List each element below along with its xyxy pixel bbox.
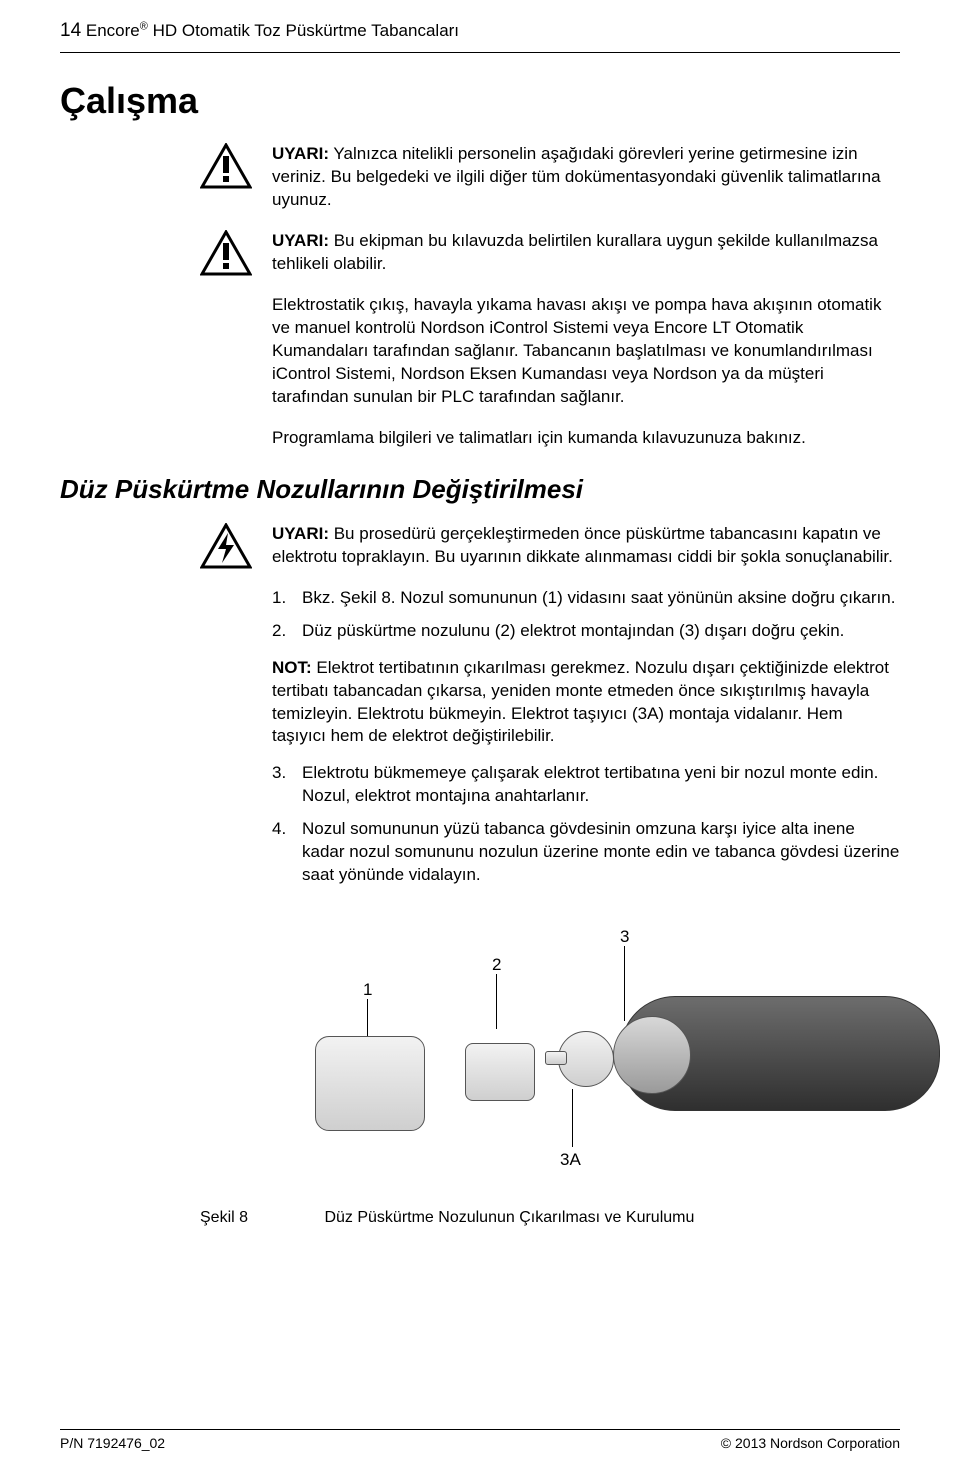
figure-8: 1 2 3 3A — [60, 901, 900, 1201]
callout-3a: 3A — [560, 1149, 581, 1172]
note-block: NOT: Elektrot tertibatının çıkarılması g… — [272, 657, 900, 749]
warning-label: UYARI: — [272, 231, 329, 250]
header-rule — [60, 52, 900, 53]
step-text: Bkz. Şekil 8. Nozul somununun (1) vidası… — [302, 587, 895, 610]
warning-label: UYARI: — [272, 144, 329, 163]
step-marker: 3. — [272, 762, 294, 808]
step-1: 1. Bkz. Şekil 8. Nozul somununun (1) vid… — [272, 587, 900, 610]
leader-line — [624, 946, 625, 1021]
step-list-cont: 3. Elektrotu bükmemeye çalışarak elektro… — [272, 762, 900, 887]
step-text: Nozul somununun yüzü tabanca gövdesinin … — [302, 818, 900, 887]
step-text: Elektrotu bükmemeye çalışarak elektrot t… — [302, 762, 900, 808]
electrical-warning-icon — [200, 523, 252, 569]
copyright: © 2013 Nordson Corporation — [721, 1434, 900, 1453]
leader-line — [496, 974, 497, 1029]
warning-label: UYARI: — [272, 524, 329, 543]
registered-mark: ® — [140, 20, 148, 32]
step-marker: 2. — [272, 620, 294, 643]
leader-line — [367, 999, 368, 1039]
step-marker: 4. — [272, 818, 294, 887]
product-title: Encore® HD Otomatik Toz Püskürtme Tabanc… — [86, 21, 459, 40]
part-electrode-pin — [545, 1051, 567, 1065]
warning-block-2: UYARI: Bu ekipman bu kılavuzda belirtile… — [200, 230, 900, 276]
section-heading-operation: Çalışma — [60, 77, 900, 126]
product-name: HD Otomatik Toz Püskürtme Tabancaları — [153, 21, 459, 40]
part-number: P/N 7192476_02 — [60, 1434, 165, 1453]
part-gun-face — [613, 1016, 691, 1094]
step-4: 4. Nozul somununun yüzü tabanca gövdesin… — [272, 818, 900, 887]
figure-title: Düz Püskürtme Nozulunun Çıkarılması ve K… — [324, 1209, 694, 1226]
warning-text-2: UYARI: Bu ekipman bu kılavuzda belirtile… — [272, 230, 900, 276]
page-number: 14 — [60, 20, 81, 41]
figure-number: Şekil 8 — [200, 1207, 320, 1229]
step-2: 2. Düz püskürtme nozulunu (2) elektrot m… — [272, 620, 900, 643]
warning-body: Bu prosedürü gerçekleştirmeden önce püsk… — [272, 524, 893, 566]
figure-caption: Şekil 8 Düz Püskürtme Nozulunun Çıkarılm… — [200, 1207, 900, 1229]
part-nozzle — [465, 1043, 535, 1101]
warning-icon — [200, 230, 252, 276]
warning-text-1: UYARI: Yalnızca nitelikli personelin aşa… — [272, 143, 900, 212]
paragraph-info-1: Elektrostatik çıkış, havayla yıkama hava… — [272, 294, 900, 409]
note-body: Elektrot tertibatının çıkarılması gerekm… — [272, 658, 889, 746]
warning-body: Yalnızca nitelikli personelin aşağıdaki … — [272, 144, 881, 209]
warning-block-3: UYARI: Bu prosedürü gerçekleştirmeden ön… — [200, 523, 900, 569]
page-header: 14 Encore® HD Otomatik Toz Püskürtme Tab… — [60, 18, 900, 44]
section-heading-nozzle: Düz Püskürtme Nozullarının Değiştirilmes… — [60, 472, 900, 507]
step-text: Düz püskürtme nozulunu (2) elektrot mont… — [302, 620, 844, 643]
part-nozzle-nut — [315, 1036, 425, 1131]
step-marker: 1. — [272, 587, 294, 610]
step-3: 3. Elektrotu bükmemeye çalışarak elektro… — [272, 762, 900, 808]
warning-text-3: UYARI: Bu prosedürü gerçekleştirmeden ön… — [272, 523, 900, 569]
note-label: NOT: — [272, 658, 312, 677]
brand-name: Encore — [86, 21, 140, 40]
warning-body: Bu ekipman bu kılavuzda belirtilen kural… — [272, 231, 878, 273]
leader-line — [572, 1089, 573, 1147]
warning-icon — [200, 143, 252, 189]
page-footer: P/N 7192476_02 © 2013 Nordson Corporatio… — [60, 1429, 900, 1453]
paragraph-info-2: Programlama bilgileri ve talimatları içi… — [272, 427, 900, 450]
step-list: 1. Bkz. Şekil 8. Nozul somununun (1) vid… — [272, 587, 900, 643]
warning-block-1: UYARI: Yalnızca nitelikli personelin aşa… — [200, 143, 900, 212]
